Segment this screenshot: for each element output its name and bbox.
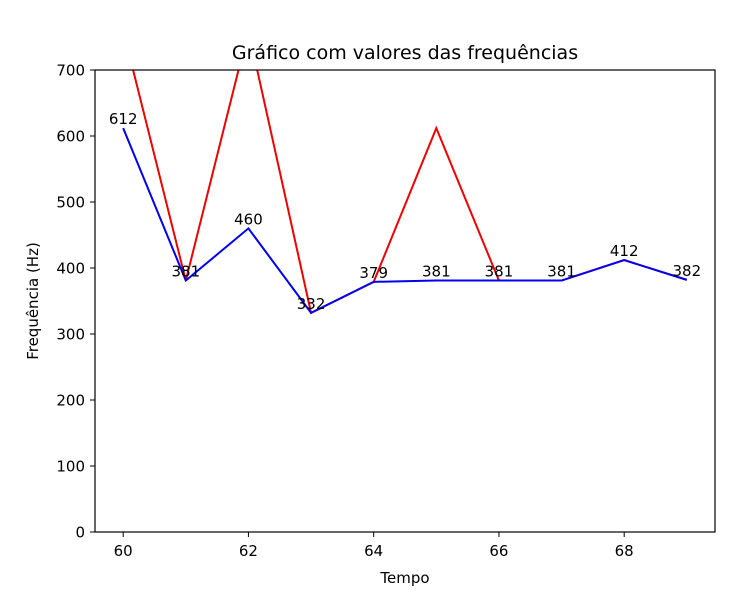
series-line-2 <box>122 127 688 315</box>
data-label: 612 <box>109 110 138 128</box>
y-tick-label: 400 <box>56 260 85 278</box>
data-label: 332 <box>297 295 326 313</box>
x-tick-label: 60 <box>114 542 133 560</box>
data-label: 382 <box>672 262 701 280</box>
y-tick-label: 0 <box>75 524 85 542</box>
x-tick-label: 66 <box>489 542 508 560</box>
y-tick-label: 600 <box>56 128 85 146</box>
y-tick-label: 500 <box>56 194 85 212</box>
data-label-layer: 612 381 460 332 379 381 381 381 412 382 <box>109 110 701 313</box>
data-label: 381 <box>422 263 451 281</box>
x-tick-label: 68 <box>615 542 634 560</box>
data-label: 381 <box>485 263 514 281</box>
y-axis-label: Frequência (Hz) <box>24 242 42 360</box>
chart-title: Gráfico com valores das frequências <box>232 42 578 64</box>
y-tick-label: 200 <box>56 392 85 410</box>
series-layer <box>122 70 688 315</box>
x-tick-label: 64 <box>364 542 383 560</box>
data-label: 381 <box>171 263 200 281</box>
data-label: 412 <box>610 242 639 260</box>
x-axis-label: Tempo <box>379 569 429 587</box>
y-axis: 0 100 200 300 400 500 600 700 <box>56 62 95 542</box>
y-tick-label: 300 <box>56 326 85 344</box>
plot-frame <box>94 69 716 533</box>
data-label: 379 <box>359 264 388 282</box>
y-tick-label: 100 <box>56 458 85 476</box>
x-axis: 60 62 64 66 68 <box>114 532 634 560</box>
series-line-1 <box>132 70 688 315</box>
data-label: 381 <box>547 263 576 281</box>
y-tick-label: 700 <box>56 62 85 80</box>
x-tick-label: 62 <box>239 542 258 560</box>
data-label: 460 <box>234 210 263 228</box>
